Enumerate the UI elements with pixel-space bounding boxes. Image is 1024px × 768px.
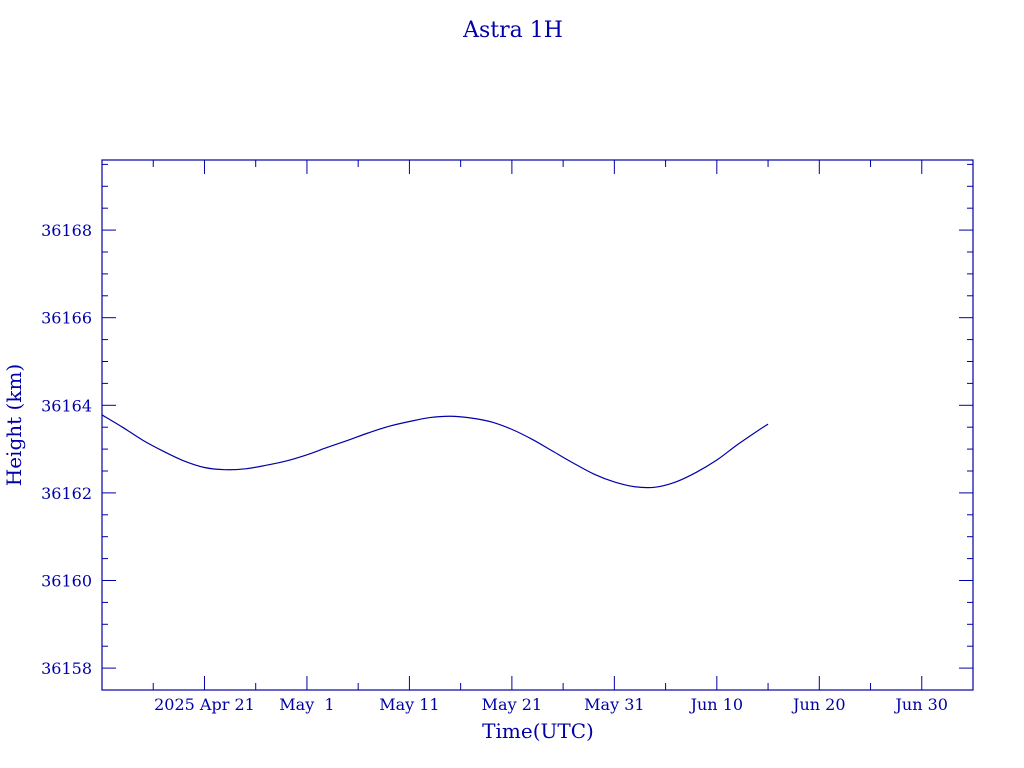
series-line-0 — [101, 414, 769, 489]
y-tick-label: 36160 — [41, 571, 92, 590]
chart-title: Astra 1H — [462, 18, 563, 43]
x-tick-label: 2025 Apr 21 — [154, 695, 255, 714]
x-tick-label: May 31 — [584, 695, 644, 714]
x-axis-label: Time(UTC) — [482, 719, 594, 743]
y-tick-label: 36166 — [41, 309, 92, 328]
y-axis-tick-labels: 36158 36160 36162 36164 36166 36168 — [41, 221, 92, 678]
x-tick-label: May 21 — [482, 695, 542, 714]
y-axis-label: Height (km) — [2, 364, 26, 486]
plot-frame — [101, 159, 974, 691]
x-tick-label: May 11 — [379, 695, 439, 714]
y-tick-label: 36168 — [41, 221, 92, 240]
x-tick-label: Jun 10 — [689, 695, 743, 714]
x-axis-tick-labels: 2025 Apr 21 May 1 May 11 May 21 May 31 Jun 10… — [154, 695, 948, 714]
y-tick-label: 36158 — [41, 659, 92, 678]
x-axis-ticks — [101, 160, 974, 690]
y-axis-ticks — [102, 163, 973, 691]
y-tick-label: 36162 — [41, 484, 92, 503]
series-layer — [101, 414, 769, 489]
x-tick-label: Jun 20 — [791, 695, 845, 714]
x-tick-label: May 1 — [279, 695, 334, 714]
y-tick-label: 36164 — [41, 396, 92, 415]
x-tick-label: Jun 30 — [894, 695, 948, 714]
